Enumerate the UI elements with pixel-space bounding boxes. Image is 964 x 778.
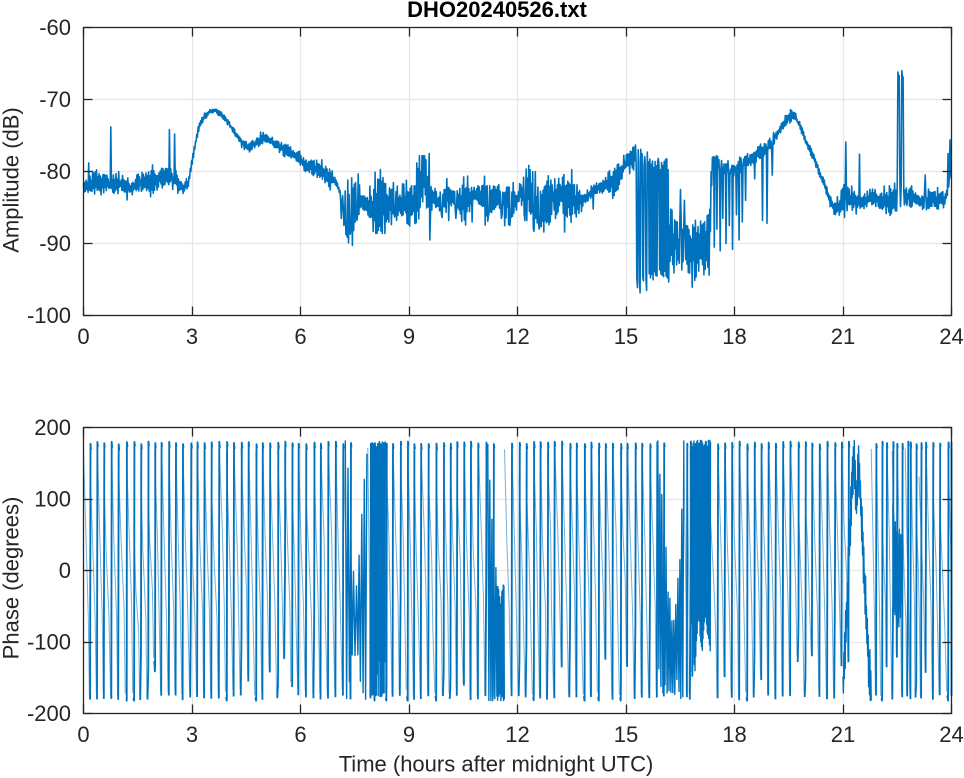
svg-text:0: 0 bbox=[77, 324, 89, 349]
svg-text:21: 21 bbox=[831, 722, 855, 747]
svg-text:0: 0 bbox=[59, 558, 71, 583]
svg-text:15: 15 bbox=[614, 722, 638, 747]
svg-text:-70: -70 bbox=[39, 87, 71, 112]
svg-text:Time (hours after midnight UTC: Time (hours after midnight UTC) bbox=[339, 752, 654, 777]
svg-text:-100: -100 bbox=[27, 630, 71, 655]
svg-text:15: 15 bbox=[614, 324, 638, 349]
svg-text:-80: -80 bbox=[39, 159, 71, 184]
svg-text:12: 12 bbox=[505, 722, 529, 747]
svg-text:6: 6 bbox=[294, 324, 306, 349]
svg-text:24: 24 bbox=[939, 324, 963, 349]
svg-text:-200: -200 bbox=[27, 701, 71, 726]
svg-text:-60: -60 bbox=[39, 15, 71, 40]
svg-text:-100: -100 bbox=[27, 303, 71, 328]
svg-text:-90: -90 bbox=[39, 231, 71, 256]
svg-text:18: 18 bbox=[722, 722, 746, 747]
svg-text:200: 200 bbox=[34, 415, 71, 440]
svg-text:100: 100 bbox=[34, 487, 71, 512]
svg-text:9: 9 bbox=[403, 722, 415, 747]
svg-text:9: 9 bbox=[403, 324, 415, 349]
svg-text:21: 21 bbox=[831, 324, 855, 349]
svg-text:6: 6 bbox=[294, 722, 306, 747]
svg-text:0: 0 bbox=[77, 722, 89, 747]
svg-text:DHO20240526.txt: DHO20240526.txt bbox=[407, 0, 587, 22]
svg-text:12: 12 bbox=[505, 324, 529, 349]
svg-text:Amplitude (dB): Amplitude (dB) bbox=[0, 107, 24, 253]
svg-text:24: 24 bbox=[939, 722, 963, 747]
svg-text:Phase (degrees): Phase (degrees) bbox=[0, 497, 24, 660]
svg-text:3: 3 bbox=[186, 324, 198, 349]
svg-text:18: 18 bbox=[722, 324, 746, 349]
svg-text:3: 3 bbox=[186, 722, 198, 747]
